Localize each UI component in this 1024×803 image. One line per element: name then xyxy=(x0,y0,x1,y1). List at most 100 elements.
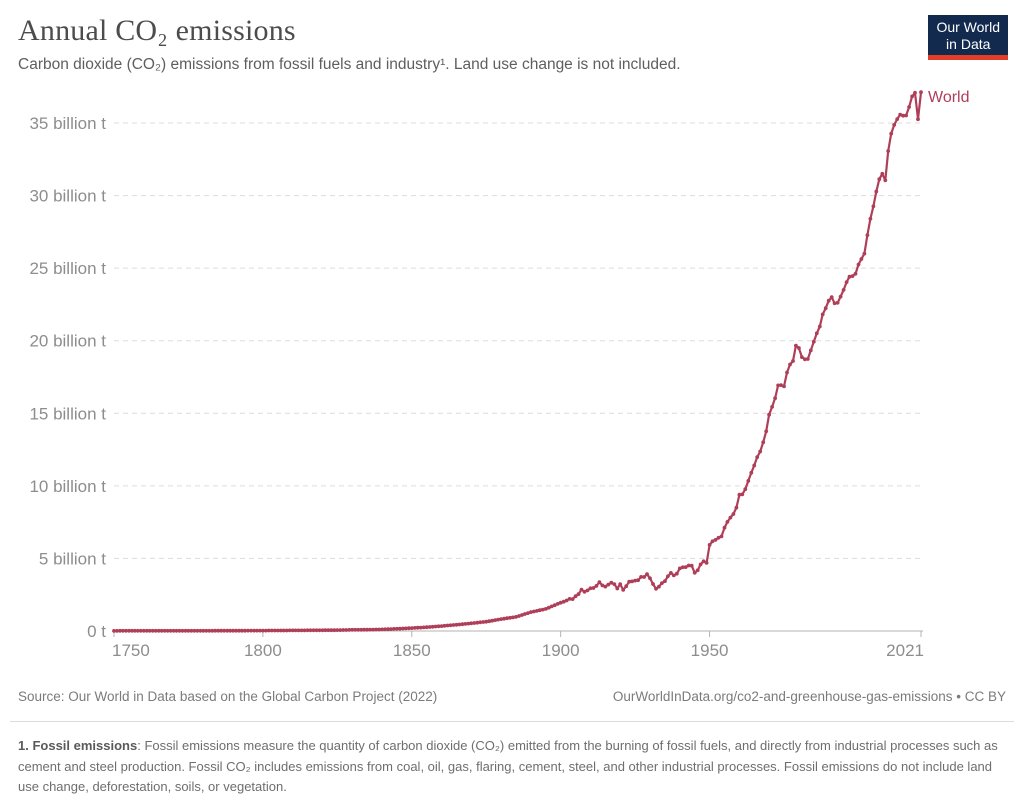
data-point-marker xyxy=(546,605,551,610)
data-point-marker xyxy=(174,628,179,633)
data-point-marker xyxy=(642,575,646,579)
data-point-marker xyxy=(671,573,676,578)
data-point-marker xyxy=(704,561,709,565)
data-point-marker xyxy=(514,615,518,619)
data-point-marker xyxy=(916,117,920,122)
chart-title: Annual CO₂ emissions xyxy=(18,14,296,47)
data-point-marker xyxy=(549,604,554,609)
owid-logo[interactable]: Our World in Data xyxy=(928,15,1008,60)
owid-logo-line2: in Data xyxy=(946,35,991,52)
data-point-marker xyxy=(505,616,509,621)
data-point-marker xyxy=(433,624,438,629)
data-point-marker xyxy=(552,603,557,608)
data-point-marker xyxy=(743,487,748,492)
data-point-marker xyxy=(362,627,366,632)
data-point-marker xyxy=(651,582,655,586)
data-point-marker xyxy=(883,178,888,183)
data-point-marker xyxy=(677,566,682,571)
x-axis-tick-label: 1750 xyxy=(112,641,150,660)
data-point-marker xyxy=(326,628,331,633)
data-point-marker xyxy=(526,611,530,615)
data-point-marker xyxy=(508,615,512,620)
data-point-marker xyxy=(299,628,304,633)
data-point-marker xyxy=(826,298,831,303)
data-point-marker xyxy=(168,628,173,633)
data-point-marker xyxy=(153,628,158,633)
series-end-label-world[interactable]: World xyxy=(928,89,970,106)
data-point-marker xyxy=(463,622,468,626)
data-point-marker xyxy=(290,628,295,633)
data-point-marker xyxy=(740,492,745,497)
data-point-marker xyxy=(695,568,700,573)
data-point-marker xyxy=(680,565,685,570)
data-point-marker xyxy=(258,628,262,633)
data-point-marker xyxy=(582,589,587,594)
data-point-marker xyxy=(749,470,754,475)
data-point-marker xyxy=(686,563,691,568)
y-axis-tick-label: 10 billion t xyxy=(29,477,106,496)
data-point-marker xyxy=(713,538,718,542)
data-point-marker xyxy=(907,105,911,109)
data-point-marker xyxy=(272,628,277,633)
data-point-marker xyxy=(520,613,524,617)
data-point-marker xyxy=(156,628,161,633)
data-point-marker xyxy=(776,383,780,388)
data-point-marker xyxy=(805,357,810,361)
data-point-marker xyxy=(377,627,381,632)
data-point-marker xyxy=(240,628,244,633)
data-point-marker xyxy=(561,599,566,604)
owid-logo-line1: Our World xyxy=(936,19,1000,35)
data-point-marker xyxy=(302,628,307,633)
data-point-marker xyxy=(648,576,652,581)
data-point-marker xyxy=(567,597,572,601)
data-point-marker xyxy=(115,629,119,633)
data-point-marker xyxy=(797,346,801,350)
data-point-marker xyxy=(308,628,313,633)
data-point-marker xyxy=(636,578,640,583)
data-point-marker xyxy=(353,627,358,632)
data-point-marker xyxy=(210,628,215,633)
data-point-marker xyxy=(639,575,643,579)
data-point-marker xyxy=(237,628,242,633)
data-point-marker xyxy=(130,628,134,633)
footer-divider xyxy=(10,721,1014,722)
data-point-marker xyxy=(779,383,783,387)
data-point-marker xyxy=(764,429,769,434)
data-point-marker xyxy=(448,623,453,628)
data-point-marker xyxy=(201,628,206,633)
attribution-link[interactable]: OurWorldInData.org/co2-and-greenhouse-ga… xyxy=(612,689,1006,704)
data-point-marker xyxy=(332,628,337,633)
data-point-marker xyxy=(126,628,131,633)
y-axis-tick-label: 0 t xyxy=(87,622,106,641)
data-point-marker xyxy=(543,607,548,611)
data-point-marker xyxy=(216,628,221,633)
y-axis-tick-label: 30 billion t xyxy=(29,187,106,206)
data-point-marker xyxy=(719,534,724,539)
data-point-marker xyxy=(838,294,843,299)
data-point-marker xyxy=(424,625,429,630)
data-point-marker xyxy=(558,600,563,605)
data-point-marker xyxy=(454,622,459,627)
data-point-marker xyxy=(323,628,328,633)
data-point-marker xyxy=(618,582,623,586)
series-line-world[interactable] xyxy=(112,91,923,632)
y-axis-tick-label: 15 billion t xyxy=(29,404,106,423)
data-point-marker xyxy=(204,628,209,633)
data-point-marker xyxy=(278,628,283,633)
data-point-marker xyxy=(537,608,542,613)
chart-plot-area[interactable]: 0 t 5 billion t 10 billion t 15 billion t 20… xyxy=(0,85,1024,685)
data-point-marker xyxy=(752,463,757,468)
data-point-marker xyxy=(683,565,688,569)
data-point-marker xyxy=(689,563,694,568)
data-point-marker xyxy=(132,628,137,633)
data-point-marker xyxy=(865,233,870,238)
data-point-marker xyxy=(850,274,855,278)
data-point-marker xyxy=(275,628,280,633)
data-point-marker xyxy=(621,588,626,592)
data-point-marker xyxy=(159,628,164,633)
data-point-marker xyxy=(359,627,364,632)
emissions-line-chart[interactable]: 0 t 5 billion t 10 billion t 15 billion t 20… xyxy=(0,85,1024,685)
data-point-marker xyxy=(770,405,774,409)
chart-footer: Source: Our World in Data based on the G… xyxy=(18,689,1006,704)
x-axis-tick-label: 1950 xyxy=(691,641,729,660)
